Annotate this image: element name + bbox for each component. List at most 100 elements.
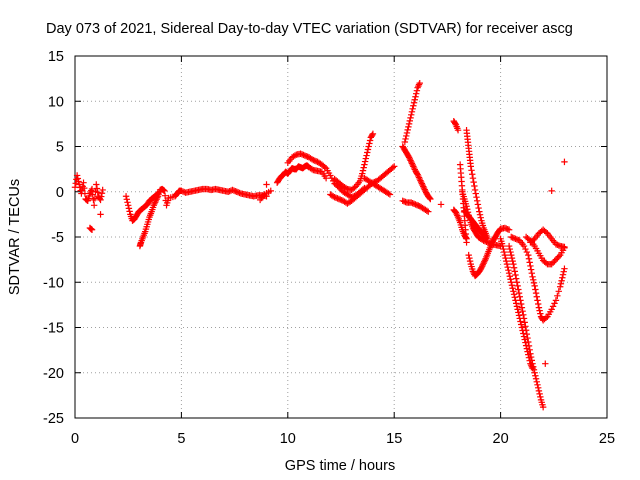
data-point: [465, 251, 472, 259]
data-point: [532, 286, 539, 293]
data-point: [530, 366, 538, 373]
data-point: [525, 255, 533, 262]
data-point: [454, 127, 462, 134]
axis-ticks: 0 5 10 15 20 25 -25 -20 -15 -10 -5 0 5 10 15: [43, 49, 615, 447]
x-axis-label: GPS time / hours: [285, 458, 395, 474]
data-point: [407, 114, 414, 122]
data-point: [232, 187, 239, 195]
data-point: [405, 154, 413, 161]
data-point: [526, 259, 533, 266]
data-point: [338, 196, 345, 204]
data-point: [510, 235, 518, 242]
data-point: [483, 238, 490, 246]
data-point: [88, 225, 95, 233]
data-point: [528, 270, 536, 277]
data-point: [453, 210, 460, 218]
data-point: [514, 306, 521, 313]
data-point: [463, 203, 470, 210]
data-point: [510, 260, 517, 268]
data-point: [413, 201, 421, 209]
data-point: [301, 152, 309, 159]
data-point: [529, 360, 536, 367]
data-point: [518, 324, 526, 331]
data-point: [366, 140, 373, 147]
data-point: [551, 300, 558, 307]
data-point: [503, 257, 510, 265]
data-point: [525, 342, 533, 350]
data-point: [532, 375, 540, 382]
data-point: [385, 190, 392, 197]
data-point: [404, 126, 411, 134]
data-point: [511, 294, 518, 301]
data-point: [410, 164, 418, 172]
data-point: [469, 171, 476, 178]
data-point: [554, 254, 561, 262]
data-point: [513, 303, 521, 310]
data-point: [469, 174, 477, 182]
data-point: [77, 187, 84, 194]
data-point: [408, 111, 415, 119]
data-point: [298, 151, 306, 158]
data-point: [415, 202, 422, 209]
y-tick-label: -20: [43, 366, 64, 382]
data-point: [535, 304, 543, 311]
data-point: [86, 190, 94, 197]
data-point: [409, 161, 416, 169]
data-point: [411, 96, 418, 103]
data-point: [419, 181, 426, 189]
data-point: [534, 300, 542, 308]
x-tick-label: 25: [599, 431, 615, 447]
data-point: [500, 245, 507, 253]
data-point: [501, 224, 509, 232]
data-point: [515, 312, 523, 319]
data-point: [329, 193, 337, 200]
data-point: [408, 108, 416, 116]
data-point: [528, 357, 536, 364]
data-point: [415, 174, 423, 181]
data-point: [531, 282, 538, 290]
data-point: [524, 334, 531, 342]
data-point: [515, 286, 522, 293]
data-point: [512, 271, 519, 279]
data-point: [425, 208, 432, 215]
data-point: [503, 260, 511, 268]
data-point: [520, 311, 527, 319]
data-point: [421, 186, 428, 193]
data-point: [361, 161, 368, 168]
data-point: [478, 264, 485, 271]
data-point: [391, 163, 398, 170]
data-point: [534, 381, 541, 389]
data-point: [93, 181, 100, 188]
data-point: [473, 197, 481, 204]
data-point: [548, 187, 555, 195]
data-point: [297, 150, 304, 157]
data-point: [408, 160, 416, 167]
data-point: [559, 271, 567, 278]
data-point: [308, 165, 316, 173]
data-point: [415, 172, 422, 180]
data-point: [369, 130, 377, 138]
data-point: [478, 263, 486, 270]
data-point: [414, 171, 421, 178]
data-point: [504, 225, 511, 233]
data-point: [97, 211, 104, 218]
data-point: [312, 158, 320, 165]
data-point: [552, 241, 560, 248]
data-point: [409, 200, 416, 207]
data-point: [542, 228, 550, 236]
data-point: [412, 201, 419, 208]
data-point: [509, 257, 516, 265]
data-point: [532, 289, 540, 297]
data-point: [561, 243, 568, 251]
data-point: [88, 226, 96, 233]
data-point: [408, 199, 415, 206]
data-point: [126, 208, 133, 215]
data-point: [178, 187, 185, 195]
data-point: [400, 198, 408, 205]
data-point: [533, 293, 540, 300]
data-point: [225, 188, 232, 195]
data-point: [484, 235, 492, 243]
data-point: [463, 239, 470, 246]
data-points: [71, 79, 568, 411]
data-point: [161, 187, 168, 195]
